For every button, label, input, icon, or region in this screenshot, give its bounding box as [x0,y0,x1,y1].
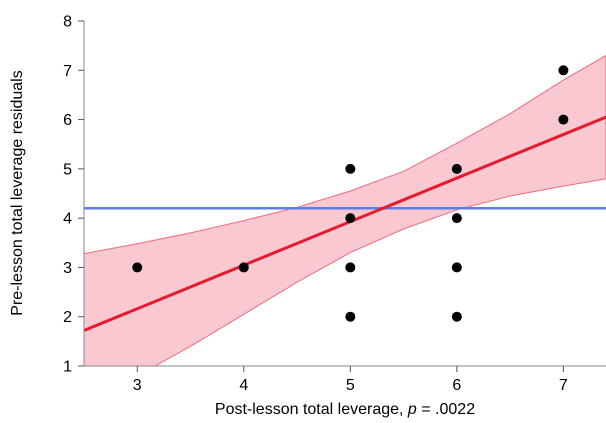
x-axis-title-p: p [407,401,417,418]
x-tick-label: 6 [452,377,461,394]
data-point [451,262,462,273]
data-point [345,213,356,224]
data-point [238,262,249,273]
x-axis-title-value: = .0022 [417,401,475,418]
data-point [345,163,356,174]
y-tick-label: 5 [63,161,72,178]
data-point [451,163,462,174]
y-tick-label: 2 [63,309,72,326]
data-point [345,311,356,322]
data-point [451,213,462,224]
x-tick-label: 3 [133,377,142,394]
y-tick-label: 1 [63,359,72,376]
data-points [132,65,569,322]
x-tick-label: 7 [559,377,568,394]
data-point [558,65,569,76]
data-point [345,262,356,273]
y-tick-label: 6 [63,112,72,129]
y-tick-label: 7 [63,63,72,80]
data-point [558,114,569,125]
data-point [132,262,143,273]
confidence-band [84,54,606,366]
x-tick-label: 4 [239,377,248,394]
x-axis-title-main: Post-lesson total leverage, [215,401,408,418]
x-tick-label: 5 [346,377,355,394]
fit-line [84,115,606,332]
y-tick-label: 8 [63,14,72,31]
x-axis-title: Post-lesson total leverage, p = .0022 [215,401,475,418]
y-tick-label: 4 [63,211,72,228]
y-tick-label: 3 [63,260,72,277]
y-axis-title: Pre-lesson total leverage residuals [9,70,26,315]
data-point [451,311,462,322]
y-axis-ticks: 1 2 3 4 5 6 7 8 [63,14,84,376]
x-axis-ticks: 3 4 5 6 7 [133,366,568,394]
